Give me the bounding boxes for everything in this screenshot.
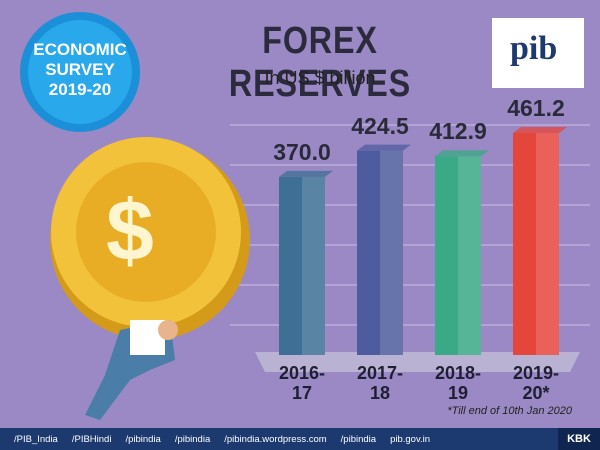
bar-side (302, 176, 325, 355)
category-label: 2018-19 (434, 363, 482, 403)
category-label: 2016-17 (278, 363, 326, 403)
value-label: 370.0 (273, 138, 331, 165)
value-label: 412.9 (429, 118, 487, 145)
footnote: *Till end of 10th Jan 2020 (447, 405, 572, 417)
bar (513, 133, 559, 355)
bar (279, 176, 325, 355)
bar-top (357, 144, 411, 151)
tag: KBK (558, 428, 600, 450)
badge-inner (28, 20, 132, 124)
bar-top (435, 150, 489, 157)
badge-text: ECONOMIC (33, 40, 127, 59)
social-link[interactable]: /pibindia (174, 433, 211, 445)
category-label: 2017-18 (356, 363, 404, 403)
social-bar: /PIB_India/PIBHindi/pibindia/pibindia/pi… (0, 428, 600, 450)
value-label: 424.5 (351, 112, 409, 139)
bar (357, 150, 403, 355)
person-head (158, 320, 178, 340)
social-link[interactable]: /PIB_India (14, 433, 58, 445)
social-link[interactable]: /pibindia (340, 433, 377, 445)
title: FOREX RESERVES (228, 20, 412, 105)
bar-top (513, 127, 567, 133)
bar (435, 156, 481, 355)
bar-top (279, 170, 333, 177)
social-link[interactable]: /pibindia.wordpress.com (224, 433, 327, 445)
social-link[interactable]: /pibindia (125, 433, 161, 445)
value-label: 461.2 (507, 95, 565, 121)
bar-side (536, 133, 559, 355)
logo-box (492, 18, 584, 88)
subtitle: In US $ billion (264, 68, 376, 88)
badge-text: SURVEY (45, 60, 115, 79)
coin-inner (76, 162, 216, 302)
social-link[interactable]: /PIBHindi (71, 433, 112, 445)
badge-text: 2019-20 (48, 80, 112, 99)
bar-side (380, 150, 403, 355)
social-link[interactable]: pib.gov.in (390, 433, 431, 445)
platform (255, 352, 580, 372)
bar-side (458, 156, 481, 355)
logo-text: pib (510, 30, 558, 67)
category-label: 2019-20* (512, 363, 560, 403)
coin-symbol: $ (106, 183, 154, 279)
